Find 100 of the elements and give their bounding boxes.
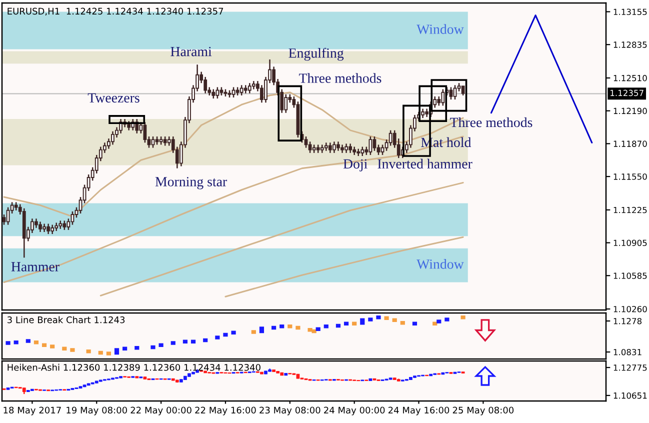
y-tick-label: 1.1278	[614, 318, 642, 324]
annotation: Engulfing	[288, 48, 344, 61]
candlestick	[134, 346, 140, 350]
candlestick	[344, 322, 349, 326]
candlestick	[70, 210, 74, 226]
y-tick-label: 1.12835	[614, 42, 647, 48]
candlestick	[216, 86, 220, 100]
candlestick	[372, 136, 376, 152]
y-tick-label: 1.11225	[614, 206, 647, 214]
x-tick-label: 23 May 08:00	[260, 406, 320, 416]
x-tick-label: 22 May 00:00	[130, 406, 192, 416]
candlestick	[232, 86, 236, 98]
candlestick	[182, 340, 188, 344]
candlestick	[316, 327, 320, 332]
candlestick	[360, 318, 365, 325]
annotation: Doji	[343, 159, 368, 172]
candlestick	[336, 140, 340, 152]
candlestick	[167, 136, 171, 146]
candlestick	[62, 220, 66, 231]
candlestick	[324, 324, 328, 328]
candlestick	[280, 324, 284, 328]
y-tick-label: 1.13155	[614, 8, 647, 16]
y-tick-label: 1.10651	[614, 392, 647, 399]
y-tick-label: 1.10260	[614, 306, 647, 312]
x-tick-label: 25 May 08:00	[452, 406, 514, 416]
y-tick-label: 1.12775	[614, 364, 647, 371]
candlestick	[151, 136, 155, 148]
candlestick	[240, 84, 244, 96]
candlestick	[50, 224, 54, 235]
candlestick	[204, 76, 208, 94]
candlestick	[348, 143, 352, 154]
y-tick-label: 1.11870	[614, 140, 647, 147]
candlestick	[436, 320, 442, 324]
candlestick	[360, 146, 364, 157]
candlestick	[344, 143, 348, 154]
candlestick	[86, 349, 91, 354]
candlestick	[203, 338, 208, 342]
candlestick	[190, 340, 196, 344]
candlestick	[421, 108, 424, 119]
candlestick	[26, 339, 30, 343]
candlestick	[272, 326, 276, 330]
candlestick	[388, 130, 392, 146]
annotation: Morning star	[155, 177, 227, 190]
annotation: Three methods	[450, 117, 532, 128]
candlestick	[34, 218, 38, 228]
candlestick	[392, 318, 397, 322]
candlestick	[163, 136, 167, 146]
candlestick	[453, 84, 457, 100]
candlestick	[288, 324, 292, 328]
candlestick	[449, 86, 453, 100]
candlestick	[251, 330, 256, 334]
candlestick	[231, 330, 236, 335]
annotation: Tweezers	[88, 93, 140, 103]
candlestick	[111, 130, 114, 146]
candlestick	[143, 121, 147, 144]
y-tick-label: 1.10905	[614, 240, 647, 246]
candlestick	[248, 82, 252, 94]
candlestick	[437, 96, 441, 106]
annotation: Inverted hammer	[378, 158, 472, 169]
x-tick-label: 18 May 2017	[4, 406, 61, 416]
candlestick	[42, 343, 47, 347]
candlestick	[212, 88, 216, 100]
candlestick	[328, 142, 332, 154]
candlestick	[432, 322, 438, 326]
candlestick	[380, 144, 384, 156]
x-tick-label: 22 May 16:00	[195, 406, 256, 416]
candlestick	[368, 136, 372, 156]
chart-title: Heiken-Ashi 1.12360 1.12389 1.12360 1.12434 1.12340	[8, 364, 260, 371]
y-tick-label: 1.10585	[614, 272, 647, 279]
candlestick	[70, 348, 75, 352]
candlestick	[150, 345, 156, 350]
candlestick	[6, 341, 10, 345]
chart-title: EURUSD,H1 1.12425 1.12434 1.12340 1.12357	[8, 8, 224, 16]
candlestick	[304, 136, 308, 148]
x-tick-label: 24 May 00:00	[324, 406, 385, 416]
x-tick-label: 24 May 16:00	[388, 406, 450, 416]
candlestick	[400, 321, 405, 325]
candlestick	[376, 316, 381, 320]
band-label: Window	[416, 259, 464, 269]
candlestick	[441, 88, 445, 106]
candlestick	[223, 332, 228, 337]
candlestick	[308, 140, 312, 154]
candlestick	[280, 88, 284, 114]
candlestick	[14, 340, 18, 344]
candlestick	[433, 96, 437, 108]
candlestick	[46, 223, 50, 235]
candlestick	[296, 326, 300, 330]
candlestick	[98, 350, 103, 355]
candlestick	[308, 328, 312, 332]
annotation: Three methods	[299, 73, 382, 83]
candlestick	[312, 329, 316, 334]
candlestick	[215, 336, 220, 340]
candlestick	[336, 324, 341, 328]
y-tick-label: 1.11550	[614, 174, 647, 180]
candlestick	[170, 341, 176, 345]
candlestick	[368, 318, 373, 322]
candlestick	[412, 322, 418, 326]
band-label: Window	[416, 24, 464, 34]
candlestick	[384, 316, 389, 320]
candlestick	[50, 344, 55, 348]
